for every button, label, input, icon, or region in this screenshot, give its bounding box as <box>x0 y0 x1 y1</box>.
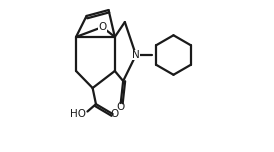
Text: O: O <box>98 22 107 32</box>
Text: O: O <box>111 109 119 119</box>
Text: O: O <box>117 102 125 112</box>
Text: HO: HO <box>70 109 86 119</box>
Text: N: N <box>132 50 140 60</box>
